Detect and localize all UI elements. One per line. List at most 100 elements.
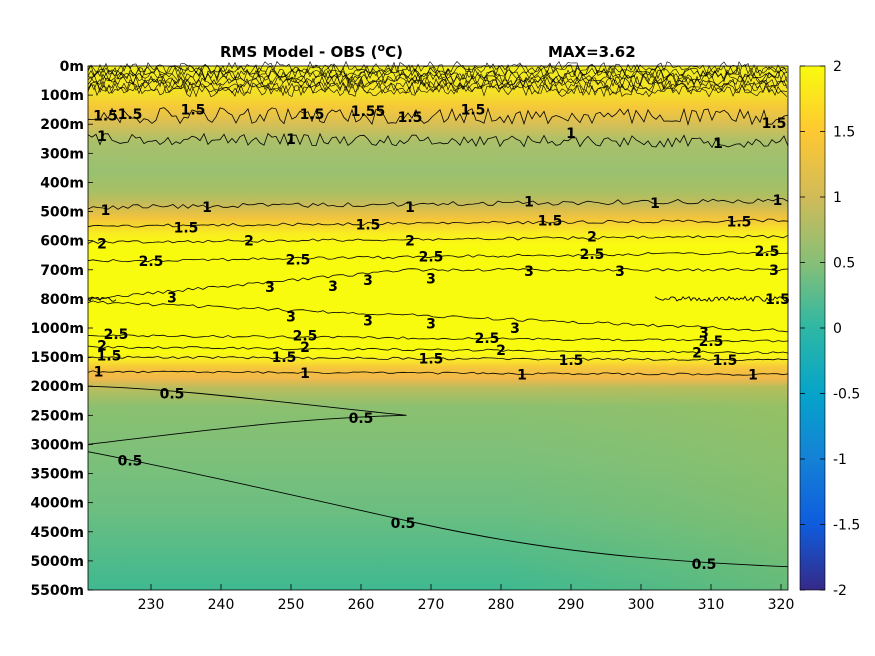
contour-label: 0.5: [692, 557, 717, 573]
contour-label: 2: [244, 234, 254, 250]
chart-title: RMS Model - OBS (oC): [220, 41, 403, 61]
contour-labels: 1.5 1.5 1.5 1.5 1.55 1.5 1.5 1.5 1 1 1 1 1 1 1 1 1 1 1.5 1.…: [93, 103, 790, 573]
contour-label: 2: [97, 338, 107, 354]
contour-line-1p5-lower: [87, 355, 789, 361]
x-tick-label: 300: [628, 597, 655, 613]
colorbar-tick-label: -2: [833, 583, 847, 599]
heatmap-field-east-tint: [88, 385, 788, 590]
contour-label: 3: [363, 314, 373, 330]
contour-line-3-west-patch: [87, 296, 117, 302]
colorbar-tick-label: 0.5: [833, 256, 855, 272]
x-tick-label: 230: [138, 597, 165, 613]
contour-label: 1.5: [174, 221, 199, 237]
surface-noise-contour: [87, 75, 788, 90]
contour-label: 2.5: [580, 247, 605, 263]
plot-area: 1.5 1.5 1.5 1.5 1.55 1.5 1.5 1.5 1 1 1 1 1 1 1 1 1 1 1.5 1.…: [87, 60, 790, 591]
contour-label: 1: [650, 196, 660, 212]
surface-noise-contour: [87, 83, 788, 98]
contour-label: 2.5: [139, 254, 164, 270]
contour-label: 2: [405, 234, 415, 250]
contour-label: 1.55: [351, 104, 386, 120]
contour-label: 2.5: [286, 253, 311, 269]
y-tick-label: 4000m: [30, 496, 84, 512]
surface-noise-contour: [87, 81, 788, 95]
surface-noise-contour: [87, 63, 788, 78]
y-axis-ticks: 0m 100m 200m 300m 400m 500m 600m 700m 800m 1000m 1…: [30, 59, 93, 599]
contour-line-3-lower: [87, 300, 789, 333]
contour-line-1p5-shallow: [87, 107, 789, 127]
contour-label: 2.5: [419, 250, 444, 266]
surface-noise-contour: [87, 72, 788, 86]
contour-line-2p5-upper: [87, 250, 789, 263]
contour-label: 1.5: [419, 352, 444, 368]
contour-line-3-east-patch: [654, 295, 788, 302]
colorbar-tick-label: 1: [833, 190, 842, 206]
colorbar-tick-label: 1.5: [833, 125, 855, 141]
contour-label: 2.5: [104, 327, 129, 343]
chart-title-unit: C): [385, 43, 403, 61]
contour-line-2-lower: [87, 345, 789, 354]
contour-label: 3: [328, 279, 338, 295]
contour-label: 1: [101, 203, 111, 219]
x-tick-label: 290: [558, 597, 585, 613]
contour-label: 1.5: [118, 107, 143, 123]
contour-label: 2: [587, 229, 597, 245]
contour-label: 2: [300, 340, 310, 356]
contour-line-1-lower: [87, 370, 789, 376]
contour-lines: [87, 60, 789, 568]
contour-label: 1: [286, 132, 296, 148]
contour-label: 2.5: [755, 244, 780, 260]
contour-line-0p5-tongue: [87, 385, 407, 445]
colorbar-tick-label: 0: [833, 321, 842, 337]
contour-label: 1: [97, 129, 107, 145]
contour-label: 1: [300, 366, 310, 382]
colorbar: 2 1.5 1 0.5 0 -0.5 -1 -1.5 -2: [799, 59, 860, 599]
contour-label: 3: [769, 263, 779, 279]
y-tick-label: 100m: [40, 88, 84, 104]
max-label: MAX=3.62: [548, 43, 636, 61]
y-tick-label: 400m: [40, 175, 84, 191]
contour-label: 1: [517, 368, 527, 384]
y-tick-label: 700m: [40, 263, 84, 279]
colorbar-tick-label: 2: [833, 59, 842, 75]
y-tick-label: 1000m: [30, 321, 84, 337]
colorbar-tick-label: -1.5: [833, 518, 860, 534]
contour-label: 3: [699, 325, 709, 341]
x-tick-label: 270: [418, 597, 445, 613]
contour-label: 3: [265, 280, 275, 296]
contour-label: 1.5: [356, 218, 381, 234]
contour-label: 2: [496, 343, 506, 359]
colorbar-ticks: 2 1.5 1 0.5 0 -0.5 -1 -1.5 -2: [800, 59, 860, 599]
contour-label: 3: [426, 317, 436, 333]
y-tick-label: 2000m: [30, 379, 84, 395]
contour-line-0p5-deep: [87, 451, 789, 568]
x-tick-label: 310: [698, 597, 725, 613]
contour-label: 1.5: [727, 215, 752, 231]
y-tick-label: 600m: [40, 234, 84, 250]
contour-label: 1.5: [181, 103, 206, 119]
contour-label: 0.5: [349, 411, 374, 427]
contour-label: 2.5: [699, 334, 724, 350]
contour-label: 2.5: [475, 331, 500, 347]
contour-label: 2: [97, 237, 107, 253]
contour-label: 1.5: [559, 353, 584, 369]
contour-line-2p5-lower: [87, 334, 789, 343]
contour-label: 1.5: [713, 353, 738, 369]
contour-label: 3: [510, 321, 520, 337]
contour-line-1p5-upper: [87, 218, 789, 228]
contour-label: 1: [524, 194, 534, 210]
y-tick-label: 5500m: [30, 583, 84, 599]
contour-label: 3: [363, 273, 373, 289]
contour-label: 3: [286, 309, 296, 325]
y-tick-label: 0m: [60, 59, 84, 75]
contour-label: 1.5: [97, 349, 122, 365]
contour-label: 3: [167, 290, 177, 306]
contour-label: 1: [748, 368, 758, 384]
contour-label: 1.5: [461, 103, 486, 119]
contour-label: 2.5: [293, 328, 318, 344]
contour-label: 1: [773, 193, 783, 209]
x-tick-label: 250: [278, 597, 305, 613]
contour-label: 3: [524, 264, 534, 280]
y-tick-label: 3000m: [30, 437, 84, 453]
contour-label: 1: [405, 200, 415, 216]
